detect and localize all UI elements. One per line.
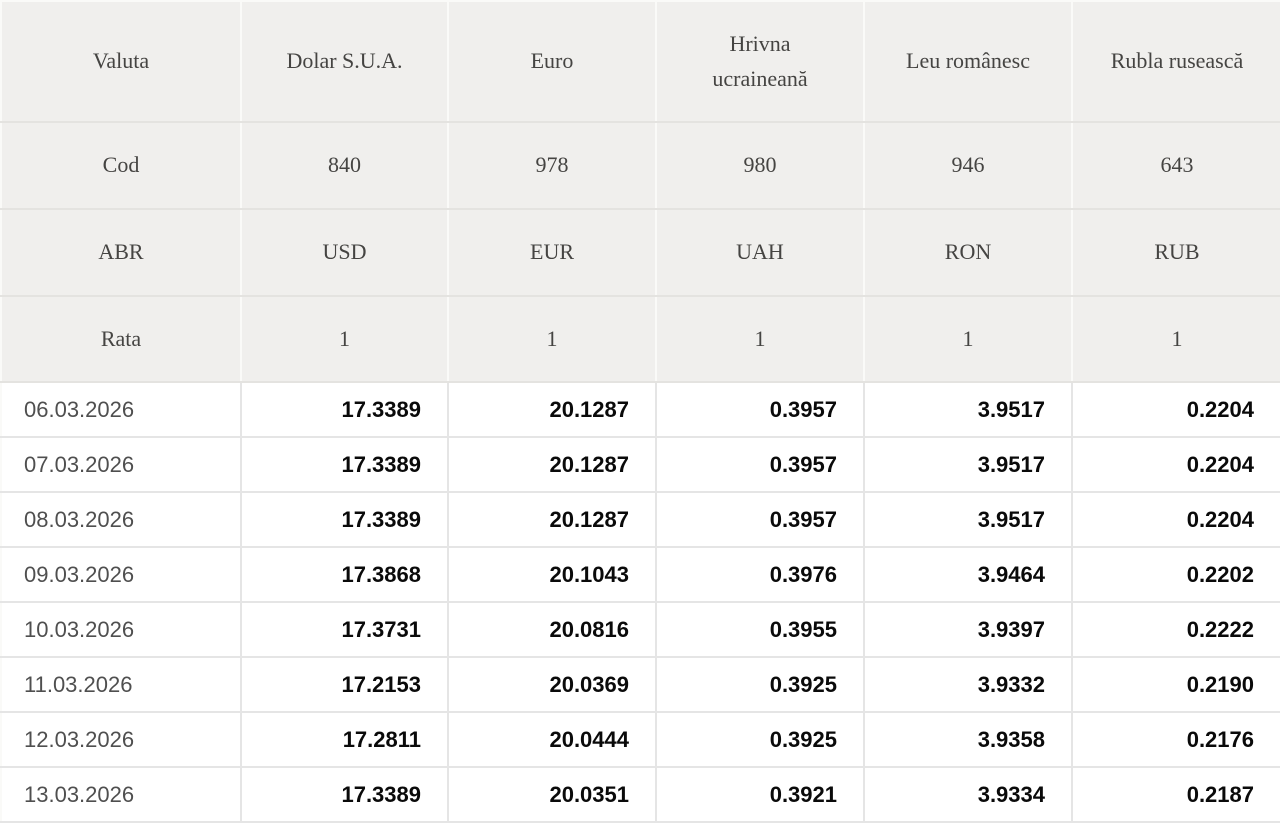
rate-value-cell: 0.2222 bbox=[1072, 602, 1280, 658]
code-cell: 946 bbox=[864, 122, 1073, 210]
rate-value-cell: 20.1043 bbox=[448, 547, 657, 603]
code-cell: 980 bbox=[656, 122, 865, 210]
rate-row: 07.03.2026 17.3389 20.1287 0.3957 3.9517 0.22… bbox=[1, 437, 1280, 493]
rate-value-cell: 0.2187 bbox=[1072, 767, 1280, 823]
abbr-cell: RON bbox=[864, 209, 1073, 297]
code-cell: 978 bbox=[448, 122, 657, 210]
rate-cell: 1 bbox=[1072, 296, 1280, 383]
rate-cell: 1 bbox=[448, 296, 657, 383]
currency-cell: Leu românesc bbox=[864, 1, 1073, 123]
rate-value-cell: 17.3731 bbox=[241, 602, 449, 658]
rate-value-cell: 3.9358 bbox=[864, 712, 1073, 768]
rate-value-cell: 3.9332 bbox=[864, 657, 1073, 713]
rate-value-cell: 20.0369 bbox=[448, 657, 657, 713]
rate-value-cell: 0.3925 bbox=[656, 657, 865, 713]
rate-value-cell: 3.9464 bbox=[864, 547, 1073, 603]
rate-value-cell: 0.2190 bbox=[1072, 657, 1280, 713]
meta-row-rate: Rata 1 1 1 1 1 bbox=[1, 296, 1280, 383]
rate-value-cell: 17.3389 bbox=[241, 437, 449, 493]
row-label-cell-abbr: ABR bbox=[1, 209, 242, 297]
rate-value-cell: 17.3389 bbox=[241, 492, 449, 548]
rate-row: 06.03.2026 17.3389 20.1287 0.3957 3.9517 0.22… bbox=[1, 382, 1280, 438]
currency-cell: Hrivna ucraineană bbox=[656, 1, 865, 123]
currency-meta-header: Valuta Dolar S.U.A. Euro Hrivna ucraineană L… bbox=[1, 1, 1280, 383]
rate-value-cell: 0.3921 bbox=[656, 767, 865, 823]
meta-row-currency: Valuta Dolar S.U.A. Euro Hrivna ucraineană L… bbox=[1, 1, 1280, 123]
rate-value-cell: 20.1287 bbox=[448, 437, 657, 493]
rate-value-cell: 3.9517 bbox=[864, 382, 1073, 438]
rate-value-cell: 20.0816 bbox=[448, 602, 657, 658]
date-cell: 08.03.2026 bbox=[1, 492, 242, 548]
rate-value-cell: 0.3957 bbox=[656, 437, 865, 493]
rate-value-cell: 0.3925 bbox=[656, 712, 865, 768]
rate-cell: 1 bbox=[864, 296, 1073, 383]
rate-value-cell: 0.2176 bbox=[1072, 712, 1280, 768]
rate-value-cell: 20.1287 bbox=[448, 382, 657, 438]
row-label-cell-currency: Valuta bbox=[1, 1, 242, 123]
row-label-cell-code: Cod bbox=[1, 122, 242, 210]
rate-value-cell: 0.2204 bbox=[1072, 492, 1280, 548]
code-cell: 840 bbox=[241, 122, 449, 210]
rate-value-cell: 3.9517 bbox=[864, 492, 1073, 548]
rate-value-cell: 20.1287 bbox=[448, 492, 657, 548]
rate-value-cell: 17.3389 bbox=[241, 382, 449, 438]
meta-row-code: Cod 840 978 980 946 643 bbox=[1, 122, 1280, 210]
meta-row-abbr: ABR USD EUR UAH RON RUB bbox=[1, 209, 1280, 297]
rate-cell: 1 bbox=[656, 296, 865, 383]
rate-value-cell: 20.0351 bbox=[448, 767, 657, 823]
currency-cell: Euro bbox=[448, 1, 657, 123]
abbr-cell: USD bbox=[241, 209, 449, 297]
abbr-cell: EUR bbox=[448, 209, 657, 297]
code-cell: 643 bbox=[1072, 122, 1280, 210]
abbr-cell: RUB bbox=[1072, 209, 1280, 297]
date-cell: 06.03.2026 bbox=[1, 382, 242, 438]
date-cell: 07.03.2026 bbox=[1, 437, 242, 493]
daily-rates-body: 06.03.2026 17.3389 20.1287 0.3957 3.9517 0.22… bbox=[1, 382, 1280, 823]
rate-value-cell: 3.9334 bbox=[864, 767, 1073, 823]
rate-row: 10.03.2026 17.3731 20.0816 0.3955 3.9397 0.22… bbox=[1, 602, 1280, 658]
date-cell: 11.03.2026 bbox=[1, 657, 242, 713]
rate-row: 09.03.2026 17.3868 20.1043 0.3976 3.9464 0.22… bbox=[1, 547, 1280, 603]
rate-value-cell: 20.0444 bbox=[448, 712, 657, 768]
rate-value-cell: 0.3957 bbox=[656, 382, 865, 438]
rate-row: 08.03.2026 17.3389 20.1287 0.3957 3.9517 0.22… bbox=[1, 492, 1280, 548]
rate-value-cell: 17.3868 bbox=[241, 547, 449, 603]
rate-value-cell: 0.3976 bbox=[656, 547, 865, 603]
date-cell: 10.03.2026 bbox=[1, 602, 242, 658]
date-cell: 13.03.2026 bbox=[1, 767, 242, 823]
currency-cell: Rubla rusească bbox=[1072, 1, 1280, 123]
rate-row: 12.03.2026 17.2811 20.0444 0.3925 3.9358 0.21… bbox=[1, 712, 1280, 768]
rate-row: 11.03.2026 17.2153 20.0369 0.3925 3.9332 0.21… bbox=[1, 657, 1280, 713]
rate-value-cell: 0.2204 bbox=[1072, 437, 1280, 493]
rate-cell: 1 bbox=[241, 296, 449, 383]
rate-value-cell: 0.3955 bbox=[656, 602, 865, 658]
date-cell: 12.03.2026 bbox=[1, 712, 242, 768]
abbr-cell: UAH bbox=[656, 209, 865, 297]
rate-value-cell: 17.3389 bbox=[241, 767, 449, 823]
rate-row: 13.03.2026 17.3389 20.0351 0.3921 3.9334 0.21… bbox=[1, 767, 1280, 823]
rate-value-cell: 3.9397 bbox=[864, 602, 1073, 658]
rate-value-cell: 3.9517 bbox=[864, 437, 1073, 493]
row-label-cell-rate: Rata bbox=[1, 296, 242, 383]
rate-value-cell: 0.3957 bbox=[656, 492, 865, 548]
rate-value-cell: 17.2811 bbox=[241, 712, 449, 768]
currency-cell: Dolar S.U.A. bbox=[241, 1, 449, 123]
rate-value-cell: 0.2202 bbox=[1072, 547, 1280, 603]
rate-value-cell: 17.2153 bbox=[241, 657, 449, 713]
date-cell: 09.03.2026 bbox=[1, 547, 242, 603]
rate-value-cell: 0.2204 bbox=[1072, 382, 1280, 438]
